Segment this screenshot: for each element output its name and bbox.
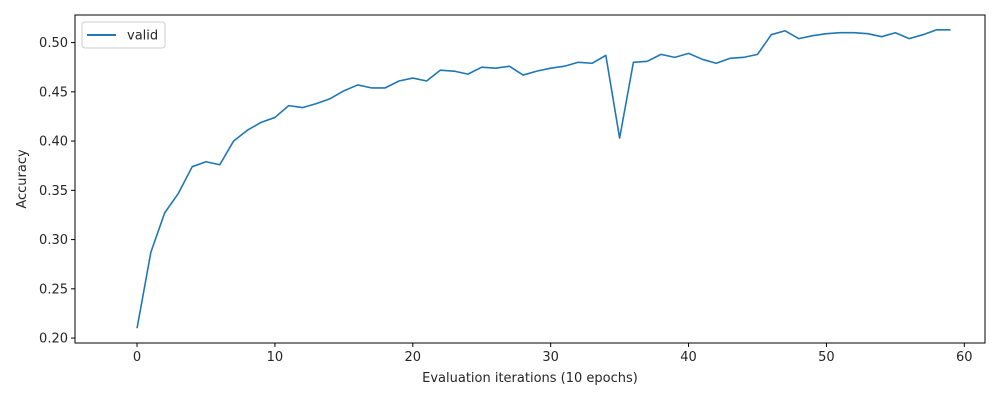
legend-box [81, 21, 166, 49]
x-tick-label: 60 [956, 350, 973, 365]
y-tick-label: 0.35 [39, 184, 68, 199]
legend: valid [81, 21, 166, 49]
axes-frame [74, 14, 986, 344]
y-tick-label: 0.40 [39, 135, 68, 150]
series-line-valid [136, 28, 951, 329]
x-axis-label: Evaluation iterations (10 epochs) [422, 371, 638, 386]
x-axis-ticks: 0 10 20 30 40 50 60 [133, 343, 973, 365]
x-tick-label: 10 [267, 350, 284, 365]
x-tick-label: 50 [818, 350, 835, 365]
y-axis-ticks: 0.20 0.25 0.30 0.35 0.40 0.45 0.50 [39, 36, 75, 347]
y-tick-label: 0.25 [39, 282, 68, 297]
y-axis-label: Accuracy [15, 149, 30, 209]
legend-label: valid [127, 29, 158, 44]
x-tick-label: 0 [133, 350, 141, 365]
x-tick-label: 30 [542, 350, 559, 365]
y-tick-label: 0.30 [39, 233, 68, 248]
x-tick-label: 20 [405, 350, 422, 365]
plot-area [136, 28, 951, 329]
x-tick-label: 40 [680, 350, 697, 365]
y-tick-label: 0.50 [39, 36, 68, 51]
y-tick-label: 0.20 [39, 332, 68, 347]
y-tick-label: 0.45 [39, 85, 68, 100]
